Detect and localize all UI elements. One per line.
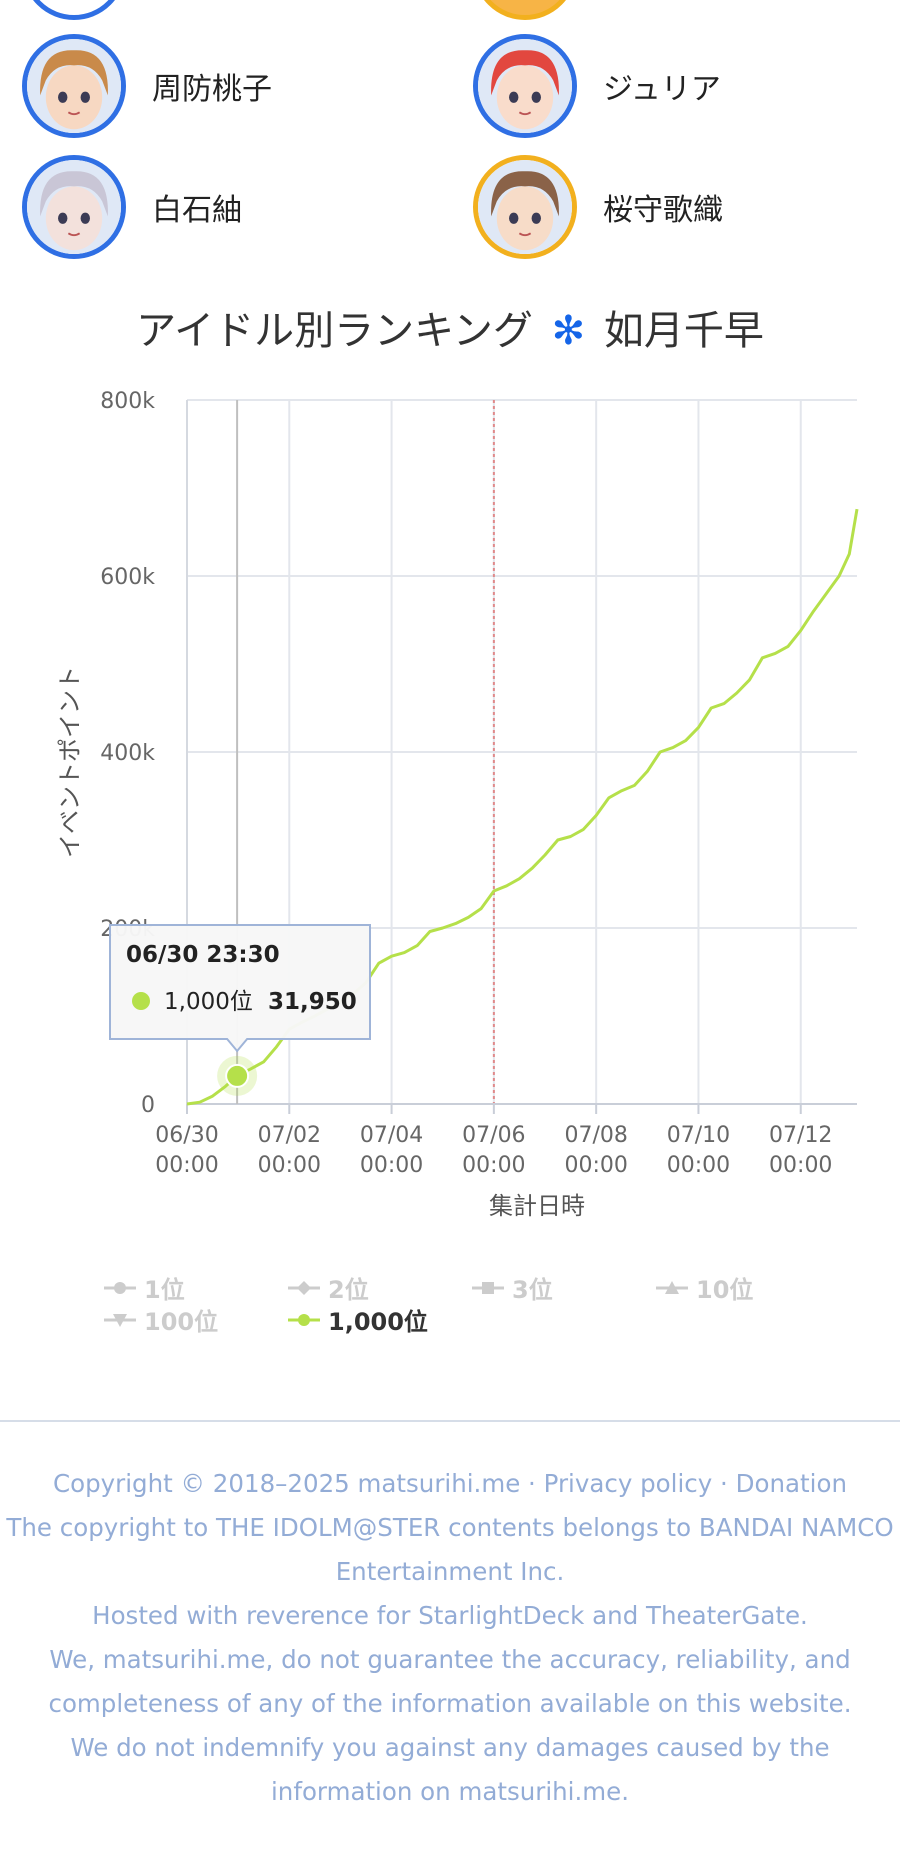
footer: Copyright © 2018–2025 matsurihi.me · Pri… — [0, 1462, 900, 1814]
idol-name: ジュリア — [603, 72, 721, 107]
x-tick-label-date: 07/08 — [564, 1123, 627, 1148]
legend-marker-icon — [656, 1280, 688, 1294]
legend-item[interactable]: 1位 — [104, 1270, 185, 1305]
avatar — [473, 155, 577, 259]
footer-copyright-row: Copyright © 2018–2025 matsurihi.me · Pri… — [0, 1462, 900, 1506]
legend-marker-icon — [104, 1281, 136, 1294]
legend-item[interactable]: 1,000位 — [288, 1302, 428, 1337]
legend-marker-icon — [472, 1281, 504, 1294]
idol-item[interactable]: 周防桃子 — [22, 30, 272, 142]
y-tick-label: 400k — [100, 741, 155, 766]
idol-grid: 周防桃子 ジュリア 白石紬 桜守歌織 — [0, 0, 900, 270]
x-tick-label-time: 00:00 — [360, 1153, 423, 1178]
y-tick-label: 0 — [141, 1093, 155, 1118]
avatar-partial-right[interactable] — [473, 0, 577, 20]
idol-name: 桜守歌織 — [603, 193, 723, 228]
tooltip-box — [109, 924, 371, 1053]
snowflake-star-icon: ✻ — [551, 308, 586, 354]
x-tick-label-time: 00:00 — [258, 1153, 321, 1178]
legend-item[interactable]: 2位 — [288, 1270, 369, 1305]
x-tick-label-time: 00:00 — [462, 1153, 525, 1178]
avatar — [473, 34, 577, 138]
footer-disclaimer-accuracy: We, matsurihi.me, do not guarantee the a… — [48, 1645, 852, 1718]
footer-divider — [0, 1420, 900, 1422]
chart-title-prefix: アイドル別ランキング — [136, 308, 533, 354]
x-tick-label-time: 00:00 — [667, 1153, 730, 1178]
legend-label: 2位 — [328, 1276, 369, 1304]
x-axis-title: 集計日時 — [489, 1192, 585, 1220]
x-tick-label-time: 00:00 — [155, 1153, 218, 1178]
avatar — [22, 155, 126, 259]
chart-title: アイドル別ランキング ✻ 如月千早 — [0, 298, 900, 356]
legend-label: 10位 — [696, 1276, 754, 1304]
idol-name: 周防桃子 — [152, 72, 272, 107]
x-tick-label-date: 07/12 — [769, 1123, 832, 1148]
footer-disclaimer-indemnify: We do not indemnify you against any dama… — [70, 1733, 830, 1806]
idol-name: 白石紬 — [152, 193, 242, 228]
y-tick-label: 600k — [100, 565, 155, 590]
tooltip-series-label: 1,000位 — [164, 989, 253, 1015]
x-tick-label-date: 07/02 — [258, 1123, 321, 1148]
footer-idolmaster-copyright: The copyright to THE IDOLM@STER contents… — [6, 1513, 894, 1586]
y-tick-label: 800k — [100, 389, 155, 414]
x-tick-label-date: 07/10 — [667, 1123, 730, 1148]
legend-marker-icon — [288, 1313, 320, 1326]
chart-legend: 1位 2位 3位 10位 100位 1,000位 — [0, 1270, 900, 1340]
footer-hosted: Hosted with reverence for StarlightDeck … — [92, 1601, 808, 1630]
chart-tooltip: 06/30 23:30 1,000位 31,950 — [109, 924, 371, 1053]
legend-item[interactable]: 10位 — [656, 1270, 753, 1305]
x-tick-label-date: 06/30 — [155, 1123, 218, 1148]
chart-title-idol: 如月千早 — [603, 308, 764, 354]
avatar-partial-left[interactable] — [22, 0, 126, 20]
x-tick-label-time: 00:00 — [769, 1153, 832, 1178]
idol-item[interactable]: ジュリア — [473, 30, 721, 142]
avatar — [22, 34, 126, 138]
legend-item[interactable]: 3位 — [472, 1270, 553, 1305]
legend-label: 1位 — [144, 1276, 185, 1304]
x-tick-label-time: 00:00 — [564, 1153, 627, 1178]
privacy-policy-link[interactable]: Privacy policy — [543, 1469, 713, 1498]
tooltip-value: 31,950 — [268, 989, 357, 1015]
footer-separator: · — [520, 1469, 544, 1498]
hover-point — [225, 1063, 250, 1088]
idol-item[interactable]: 白石紬 — [22, 151, 242, 263]
footer-copyright: Copyright © 2018–2025 matsurihi.me — [53, 1469, 521, 1498]
legend-label: 3位 — [512, 1276, 553, 1304]
legend-label: 100位 — [144, 1308, 219, 1336]
idol-item[interactable]: 桜守歌織 — [473, 151, 723, 263]
x-tick-label-date: 07/04 — [360, 1123, 423, 1148]
y-axis-title: イベントポイント — [56, 666, 84, 858]
legend-marker-icon — [288, 1280, 320, 1295]
legend-item[interactable]: 100位 — [104, 1302, 218, 1337]
donation-link[interactable]: Donation — [735, 1469, 847, 1498]
legend-marker-icon — [104, 1313, 136, 1327]
x-tick-label-date: 07/06 — [462, 1123, 525, 1148]
tooltip-series-dot — [132, 992, 150, 1010]
tooltip-time: 06/30 23:30 — [126, 942, 280, 968]
footer-separator: · — [712, 1469, 736, 1498]
legend-label: 1,000位 — [328, 1308, 428, 1336]
ranking-line-chart: 0200k400k600k800k06/3000:0007/0200:0007/… — [56, 389, 859, 1220]
